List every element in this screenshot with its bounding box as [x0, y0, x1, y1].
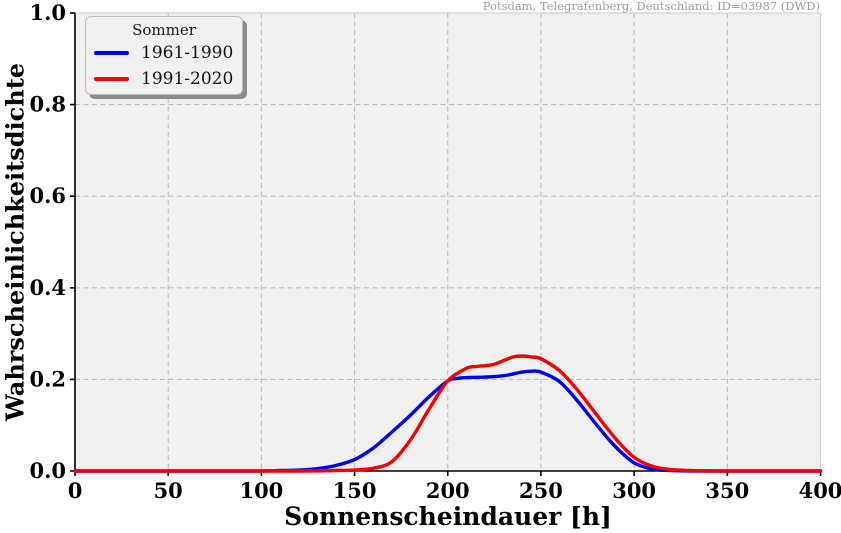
x-tick-label: 0	[68, 478, 83, 503]
series-line-1991-2020	[73, 354, 823, 473]
x-axis-label: Sonnenscheindauer [h]	[284, 502, 612, 531]
x-tick-label: 400	[799, 478, 841, 503]
x-tick-label: 100	[239, 478, 283, 503]
legend-item-1961-1990: 1961-1990	[94, 40, 234, 66]
x-tick-label: 300	[612, 478, 656, 503]
legend-title: Sommer	[132, 21, 196, 39]
station-annotation: Potsdam, Telegrafenberg, Deutschland: ID…	[482, 0, 820, 13]
y-tick-label: 0.4	[29, 275, 66, 300]
y-tick-label: 1.0	[29, 0, 66, 25]
y-tick-label: 0.6	[29, 183, 66, 208]
legend-item-label: 1961-1990	[141, 43, 234, 63]
x-tick-label: 150	[333, 478, 377, 503]
legend: Sommer 1961-1990 1991-2020	[85, 16, 243, 95]
legend-item-label: 1991-2020	[141, 69, 234, 89]
y-axis-label: Wahrscheinlichkeitsdichte	[0, 62, 30, 422]
legend-item-1991-2020: 1991-2020	[94, 66, 234, 92]
y-tick-label: 0.2	[29, 366, 66, 391]
y-tick-label: 0.8	[29, 92, 66, 117]
y-tick-label: 0.0	[29, 458, 66, 483]
legend-line-swatch-blue	[94, 51, 129, 55]
x-tick-label: 50	[154, 478, 183, 503]
x-tick-label: 250	[519, 478, 563, 503]
legend-line-swatch-red	[94, 77, 129, 81]
x-tick-label: 350	[705, 478, 749, 503]
x-tick-label: 200	[426, 478, 470, 503]
